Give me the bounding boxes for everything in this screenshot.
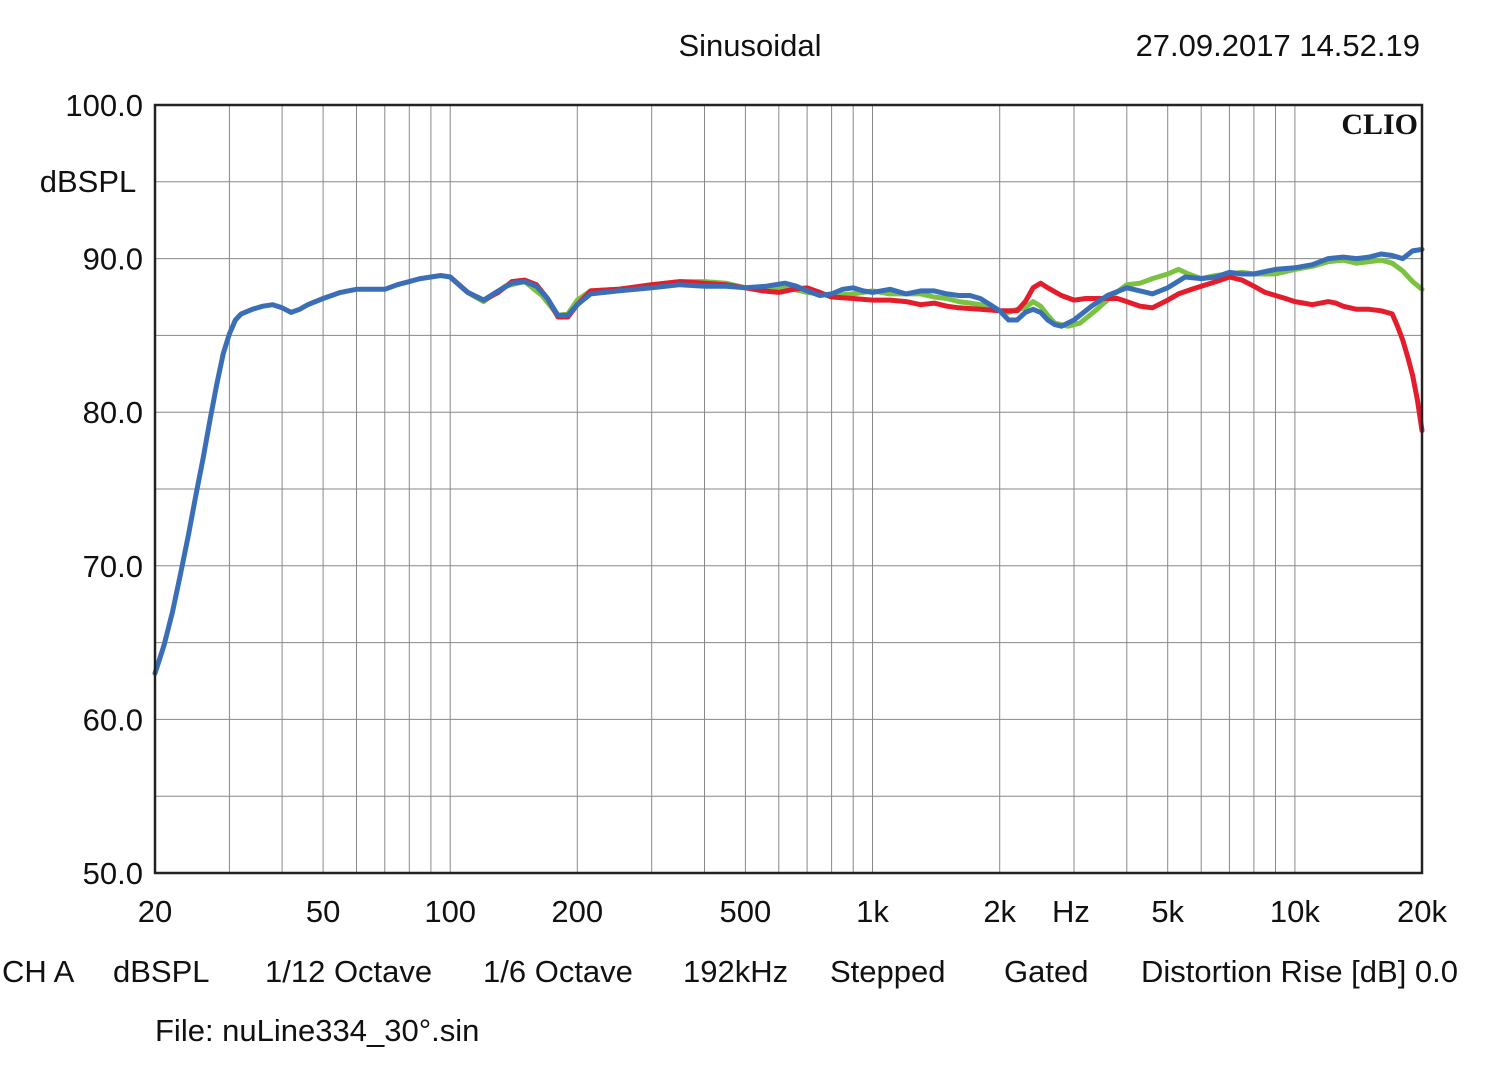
curves-layer bbox=[152, 246, 1425, 676]
y-axis-ticks: 100.0 90.0 80.0 70.0 60.0 50.0 bbox=[65, 88, 143, 891]
smoothing-label: 1/6 Octave bbox=[483, 954, 633, 989]
y-tick-label: 100.0 bbox=[65, 88, 143, 123]
x-tick-label: 20 bbox=[138, 894, 172, 929]
measurement-mode-title: Sinusoidal bbox=[678, 28, 821, 63]
y-axis-label: dBSPL bbox=[40, 164, 137, 199]
clio-logo: CLIO bbox=[1341, 108, 1418, 141]
x-tick-label: 50 bbox=[306, 894, 340, 929]
x-tick-label: 10k bbox=[1270, 894, 1320, 929]
y-tick-label: 80.0 bbox=[83, 395, 143, 430]
x-tick-label: 500 bbox=[720, 894, 772, 929]
x-tick-label: 200 bbox=[551, 894, 603, 929]
x-tick-label: 1k bbox=[856, 894, 889, 929]
unit-label: dBSPL bbox=[113, 954, 210, 989]
x-tick-label: 20k bbox=[1397, 894, 1447, 929]
distortion-rise-label: Distortion Rise [dB] 0.0 bbox=[1141, 954, 1458, 989]
plot-frame bbox=[153, 103, 1424, 875]
y-tick-label: 50.0 bbox=[83, 856, 143, 891]
file-name-label: File: nuLine334_30°.sin bbox=[155, 1013, 479, 1048]
gating-label: Gated bbox=[1004, 954, 1088, 989]
sweep-mode-label: Stepped bbox=[830, 954, 946, 989]
x-axis-ticks: 20 50 100 200 500 1k 2k 5k 10k 20k bbox=[138, 894, 1448, 929]
x-axis-label: Hz bbox=[1052, 894, 1090, 929]
x-tick-label: 5k bbox=[1151, 894, 1184, 929]
series-line-3 bbox=[152, 246, 1425, 676]
y-tick-label: 60.0 bbox=[83, 702, 143, 737]
y-tick-label: 70.0 bbox=[83, 549, 143, 584]
timestamp: 27.09.2017 14.52.19 bbox=[1136, 28, 1420, 63]
x-tick-label: 2k bbox=[983, 894, 1016, 929]
sample-rate-label: 192kHz bbox=[683, 954, 788, 989]
resolution-label: 1/12 Octave bbox=[265, 954, 432, 989]
y-tick-label: 90.0 bbox=[83, 242, 143, 277]
channel-label: CH A bbox=[2, 954, 75, 989]
grid-lines bbox=[155, 105, 1422, 873]
x-tick-label: 100 bbox=[424, 894, 476, 929]
